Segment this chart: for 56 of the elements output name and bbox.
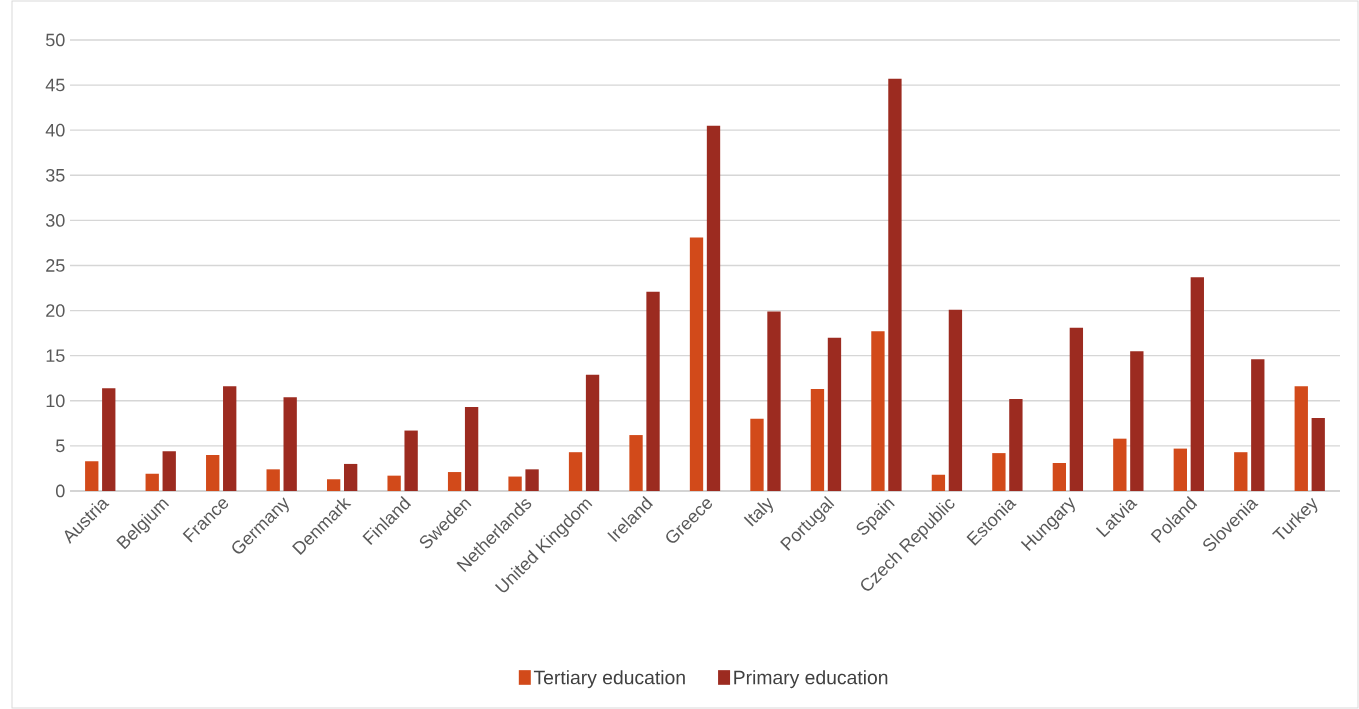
bar <box>1069 327 1084 491</box>
y-tick-label: 10 <box>46 394 65 408</box>
bar <box>343 463 358 491</box>
bar <box>404 430 418 491</box>
y-tick-label: 15 <box>46 349 65 362</box>
y-tick-label: 25 <box>46 259 65 272</box>
legend-label: Tertiary education <box>533 670 685 689</box>
bar <box>948 309 963 491</box>
bar <box>206 454 220 491</box>
y-tick-label: 5 <box>56 439 65 453</box>
bar <box>85 461 99 491</box>
bar <box>145 473 159 491</box>
bar <box>1294 386 1308 491</box>
bar <box>1130 351 1144 491</box>
bar <box>223 386 237 491</box>
bar <box>102 388 116 491</box>
bar <box>810 389 825 491</box>
y-tick-label: 0 <box>56 484 65 498</box>
bar <box>646 291 660 491</box>
bar <box>689 237 704 491</box>
y-tick-label: 40 <box>45 123 65 137</box>
bar <box>1234 452 1248 491</box>
bar <box>326 479 341 491</box>
bar <box>283 397 297 491</box>
bar <box>508 476 522 491</box>
bar <box>1251 359 1265 491</box>
bar <box>568 452 583 491</box>
bar <box>447 472 462 491</box>
bar <box>162 451 176 491</box>
y-tick-label: 20 <box>46 304 65 317</box>
bar <box>1009 398 1023 491</box>
bar <box>1311 417 1325 491</box>
bar <box>1173 448 1187 491</box>
bar <box>585 374 600 491</box>
bar <box>1113 438 1127 491</box>
legend-label: Primary education <box>734 670 888 689</box>
x-tick-label: Italy <box>743 497 773 527</box>
bar <box>629 435 643 491</box>
bar <box>871 331 885 491</box>
bar <box>931 474 946 491</box>
bar <box>1190 277 1204 491</box>
bar <box>464 407 479 491</box>
bar <box>525 469 539 491</box>
bar <box>992 453 1006 491</box>
y-tick-label: 35 <box>45 168 65 182</box>
bar <box>888 78 902 491</box>
y-tick-label: 30 <box>45 214 65 227</box>
bar <box>387 475 401 491</box>
y-tick-label: 45 <box>45 78 65 92</box>
bar <box>706 125 721 491</box>
bar <box>750 418 764 491</box>
bar <box>767 311 781 491</box>
bar <box>266 469 280 491</box>
y-tick-label: 50 <box>45 33 65 47</box>
bar <box>827 337 842 491</box>
bar <box>1052 463 1067 491</box>
